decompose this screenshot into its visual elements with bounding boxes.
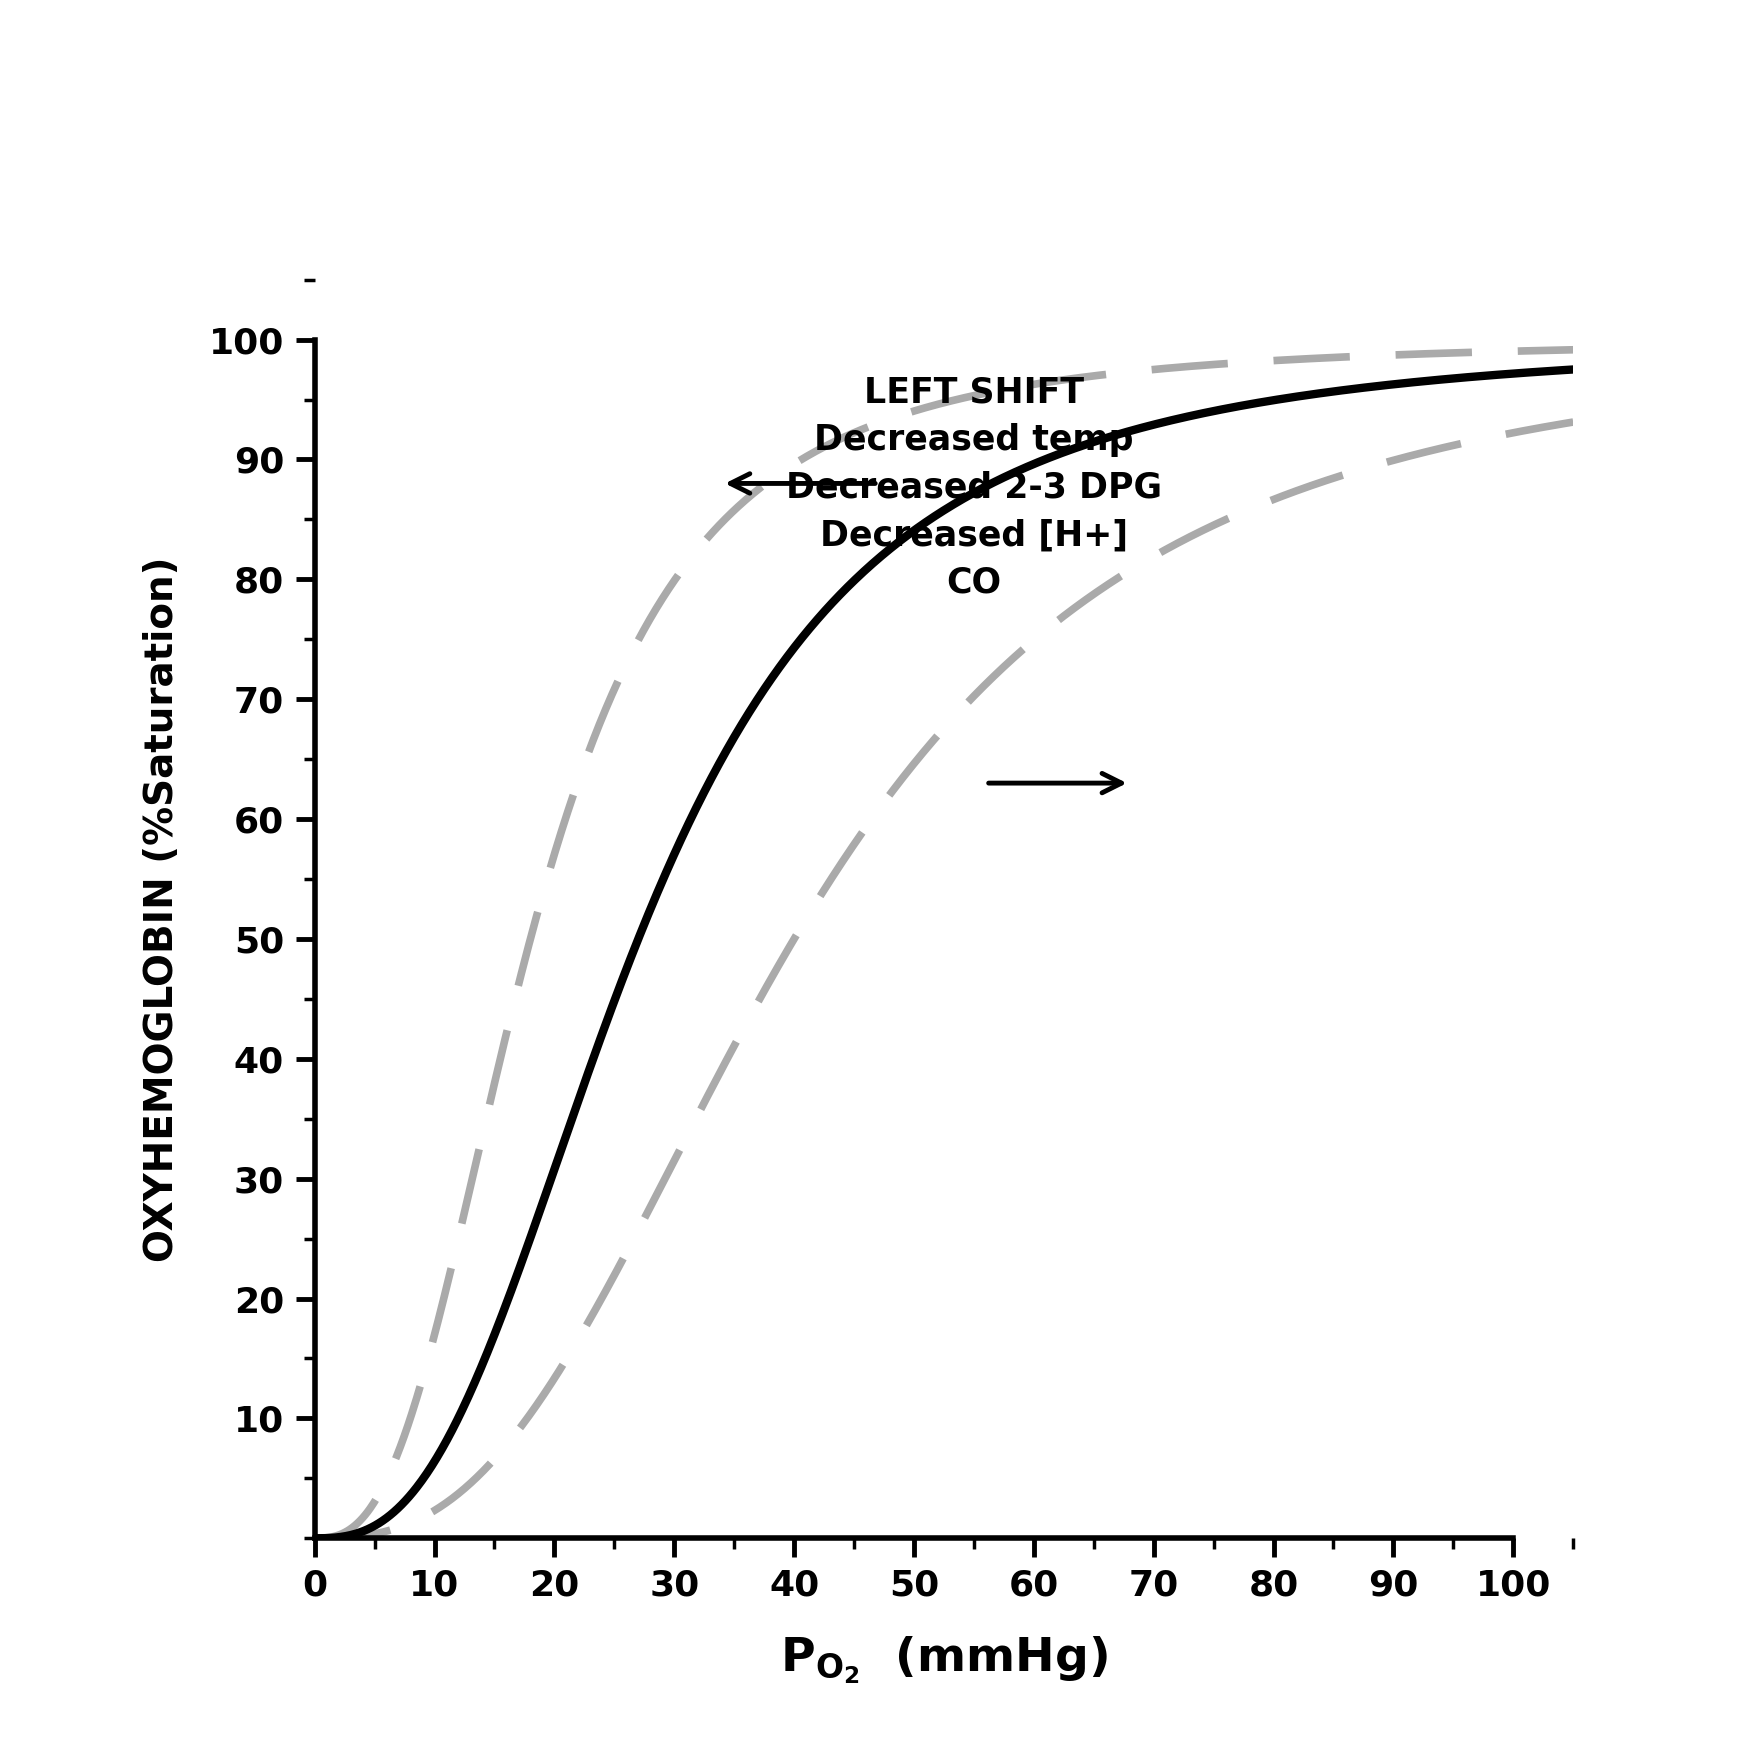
Text: $\mathbf{P}_{\mathbf{O_2}}$  (mmHg): $\mathbf{P}_{\mathbf{O_2}}$ (mmHg) xyxy=(780,1634,1108,1687)
Y-axis label: OXYHEMOGLOBIN (%Saturation): OXYHEMOGLOBIN (%Saturation) xyxy=(143,556,182,1262)
Text: LEFT SHIFT
Decreased temp
Decreased 2-3 DPG
Decreased [H+]
CO: LEFT SHIFT Decreased temp Decreased 2-3 … xyxy=(787,376,1162,600)
